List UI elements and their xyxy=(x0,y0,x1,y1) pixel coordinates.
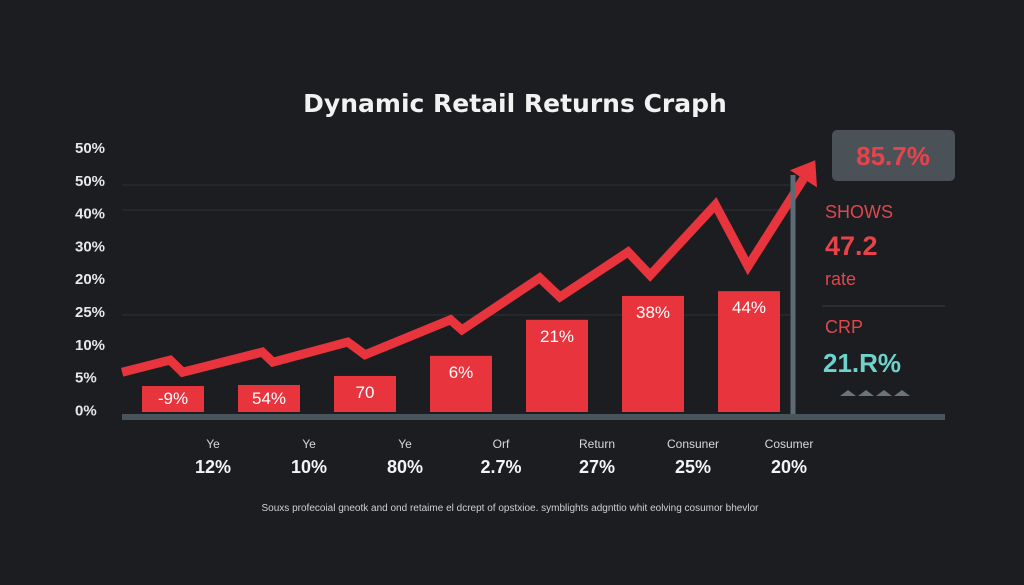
category-label: Ye xyxy=(398,437,412,451)
category-label: Ye xyxy=(206,437,220,451)
chart-title: Dynamic Retail Returns Craph xyxy=(303,89,727,118)
category-value: 12% xyxy=(195,457,231,477)
side-value-1: 47.2 xyxy=(825,231,878,261)
bar xyxy=(142,386,204,412)
category-value: 20% xyxy=(771,457,807,477)
category-label: Return xyxy=(579,437,615,451)
bar xyxy=(622,295,684,412)
category-value: 10% xyxy=(291,457,327,477)
category-label: Ye xyxy=(302,437,316,451)
y-tick-label: 20% xyxy=(75,271,105,288)
category-label: Orf xyxy=(493,437,510,451)
bar xyxy=(238,384,300,412)
y-tick-label: 5% xyxy=(75,370,97,387)
category-value: 25% xyxy=(675,457,711,477)
source-note: Souxs profecoial gneotk and ond retaime … xyxy=(262,503,760,514)
bar-label: 6% xyxy=(449,363,474,382)
triangle-markers-icon xyxy=(840,390,910,396)
bar-label: 70 xyxy=(356,383,375,402)
bar xyxy=(334,375,396,412)
highlight-badge xyxy=(832,130,955,181)
side-label-rate: rate xyxy=(825,269,856,289)
bar-label: 44% xyxy=(732,298,766,317)
y-tick-label: 40% xyxy=(75,206,105,223)
bar-label: 54% xyxy=(252,389,286,408)
side-value-2: 21.R% xyxy=(823,348,901,378)
bar-label: -9% xyxy=(158,389,188,408)
y-tick-label: 10% xyxy=(75,337,105,354)
highlight-value: 85.7% xyxy=(856,141,930,171)
side-label-shows: SHOWS xyxy=(825,202,893,222)
y-tick-label: 50% xyxy=(75,173,105,190)
bar-label: 38% xyxy=(636,303,670,322)
bar-label: 21% xyxy=(540,327,574,346)
bar xyxy=(430,355,492,412)
y-tick-label: 50% xyxy=(75,140,105,157)
trend-arrow-head-icon xyxy=(789,160,817,188)
category-value: 27% xyxy=(579,457,615,477)
y-tick-label: 0% xyxy=(75,402,97,419)
y-tick-label: 30% xyxy=(75,238,105,255)
y-tick-label: 25% xyxy=(75,304,105,321)
side-label-crp: CRP xyxy=(825,317,863,337)
bar xyxy=(526,319,588,412)
category-label: Cosumer xyxy=(765,437,814,451)
trend-line xyxy=(121,176,808,378)
bar xyxy=(718,291,780,412)
category-value: 80% xyxy=(387,457,423,477)
category-value: 2.7% xyxy=(480,457,521,477)
category-label: Consuner xyxy=(667,437,719,451)
